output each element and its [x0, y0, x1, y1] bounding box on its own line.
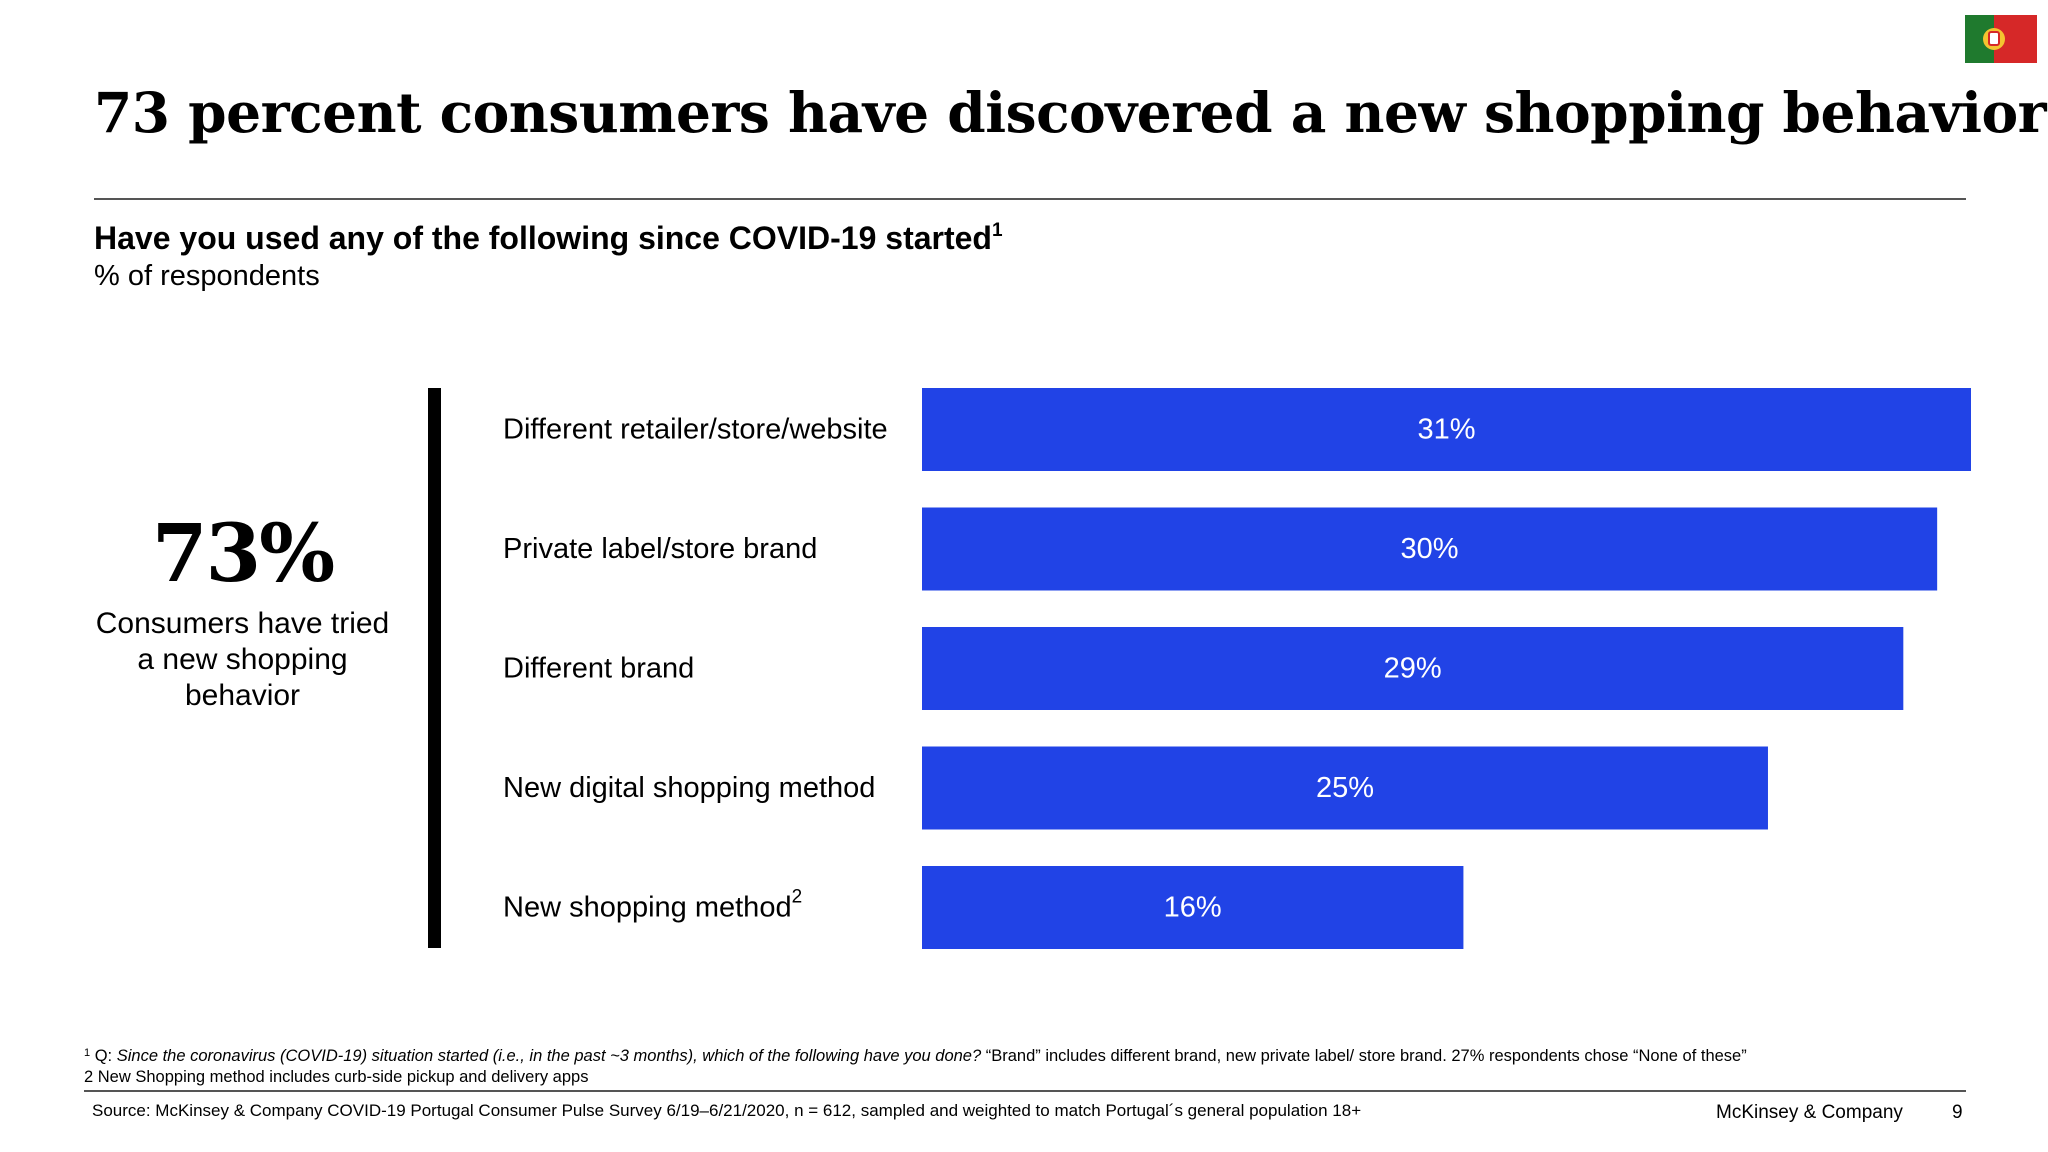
category-footnote-marker: 2	[792, 886, 803, 907]
subtitle-footnote-marker: 1	[991, 220, 1003, 241]
chart-subtitle: Have you used any of the following since…	[94, 218, 1003, 258]
chart-subtitle-text: Have you used any of the following since…	[94, 220, 992, 256]
category-label: New digital shopping method	[503, 772, 875, 804]
footnote-1: 1 Q: Since the coronavirus (COVID-19) si…	[84, 1046, 1964, 1066]
page-title: 73 percent consumers have discovered a n…	[94, 80, 2047, 145]
footnote-1-question: Since the coronavirus (COVID-19) situati…	[116, 1047, 982, 1065]
footer-divider	[84, 1090, 1966, 1092]
bar-3	[922, 627, 1904, 710]
bar-4	[922, 746, 1768, 830]
kpi-value: 73%	[151, 506, 335, 600]
category-label: Private label/store brand	[503, 533, 817, 565]
bar-2	[922, 507, 1938, 591]
portugal-flag-icon	[1965, 15, 2037, 63]
category-label: Different retailer/store/website	[503, 414, 888, 446]
bar-value-label: 31%	[1417, 414, 1475, 446]
bar-5	[922, 866, 1464, 949]
footnote-1-marker: 1	[84, 1047, 91, 1059]
footnote-1-rest: “Brand” includes different brand, new pr…	[981, 1047, 1747, 1065]
category-label: New shopping method2	[503, 886, 802, 924]
title-divider	[94, 198, 1966, 200]
brand-name: McKinsey & Company	[1716, 1102, 1903, 1123]
source-note: Source: McKinsey & Company COVID-19 Port…	[92, 1101, 1362, 1120]
unit-label: % of respondents	[94, 260, 320, 292]
kpi-caption: Consumers have tried a new shopping beha…	[95, 607, 390, 712]
vertical-divider	[428, 388, 441, 948]
bar-value-label: 25%	[1316, 772, 1374, 804]
bar-value-label: 29%	[1384, 653, 1442, 685]
bar-value-label: 30%	[1401, 533, 1459, 565]
footnote-2: 2 New Shopping method includes curb-side…	[84, 1068, 589, 1086]
page-number: 9	[1952, 1102, 1963, 1123]
bar-1	[922, 388, 1971, 471]
bar-value-label: 16%	[1164, 892, 1222, 924]
category-label: Different brand	[503, 653, 694, 685]
footnote-1-prefix: Q:	[94, 1047, 117, 1065]
